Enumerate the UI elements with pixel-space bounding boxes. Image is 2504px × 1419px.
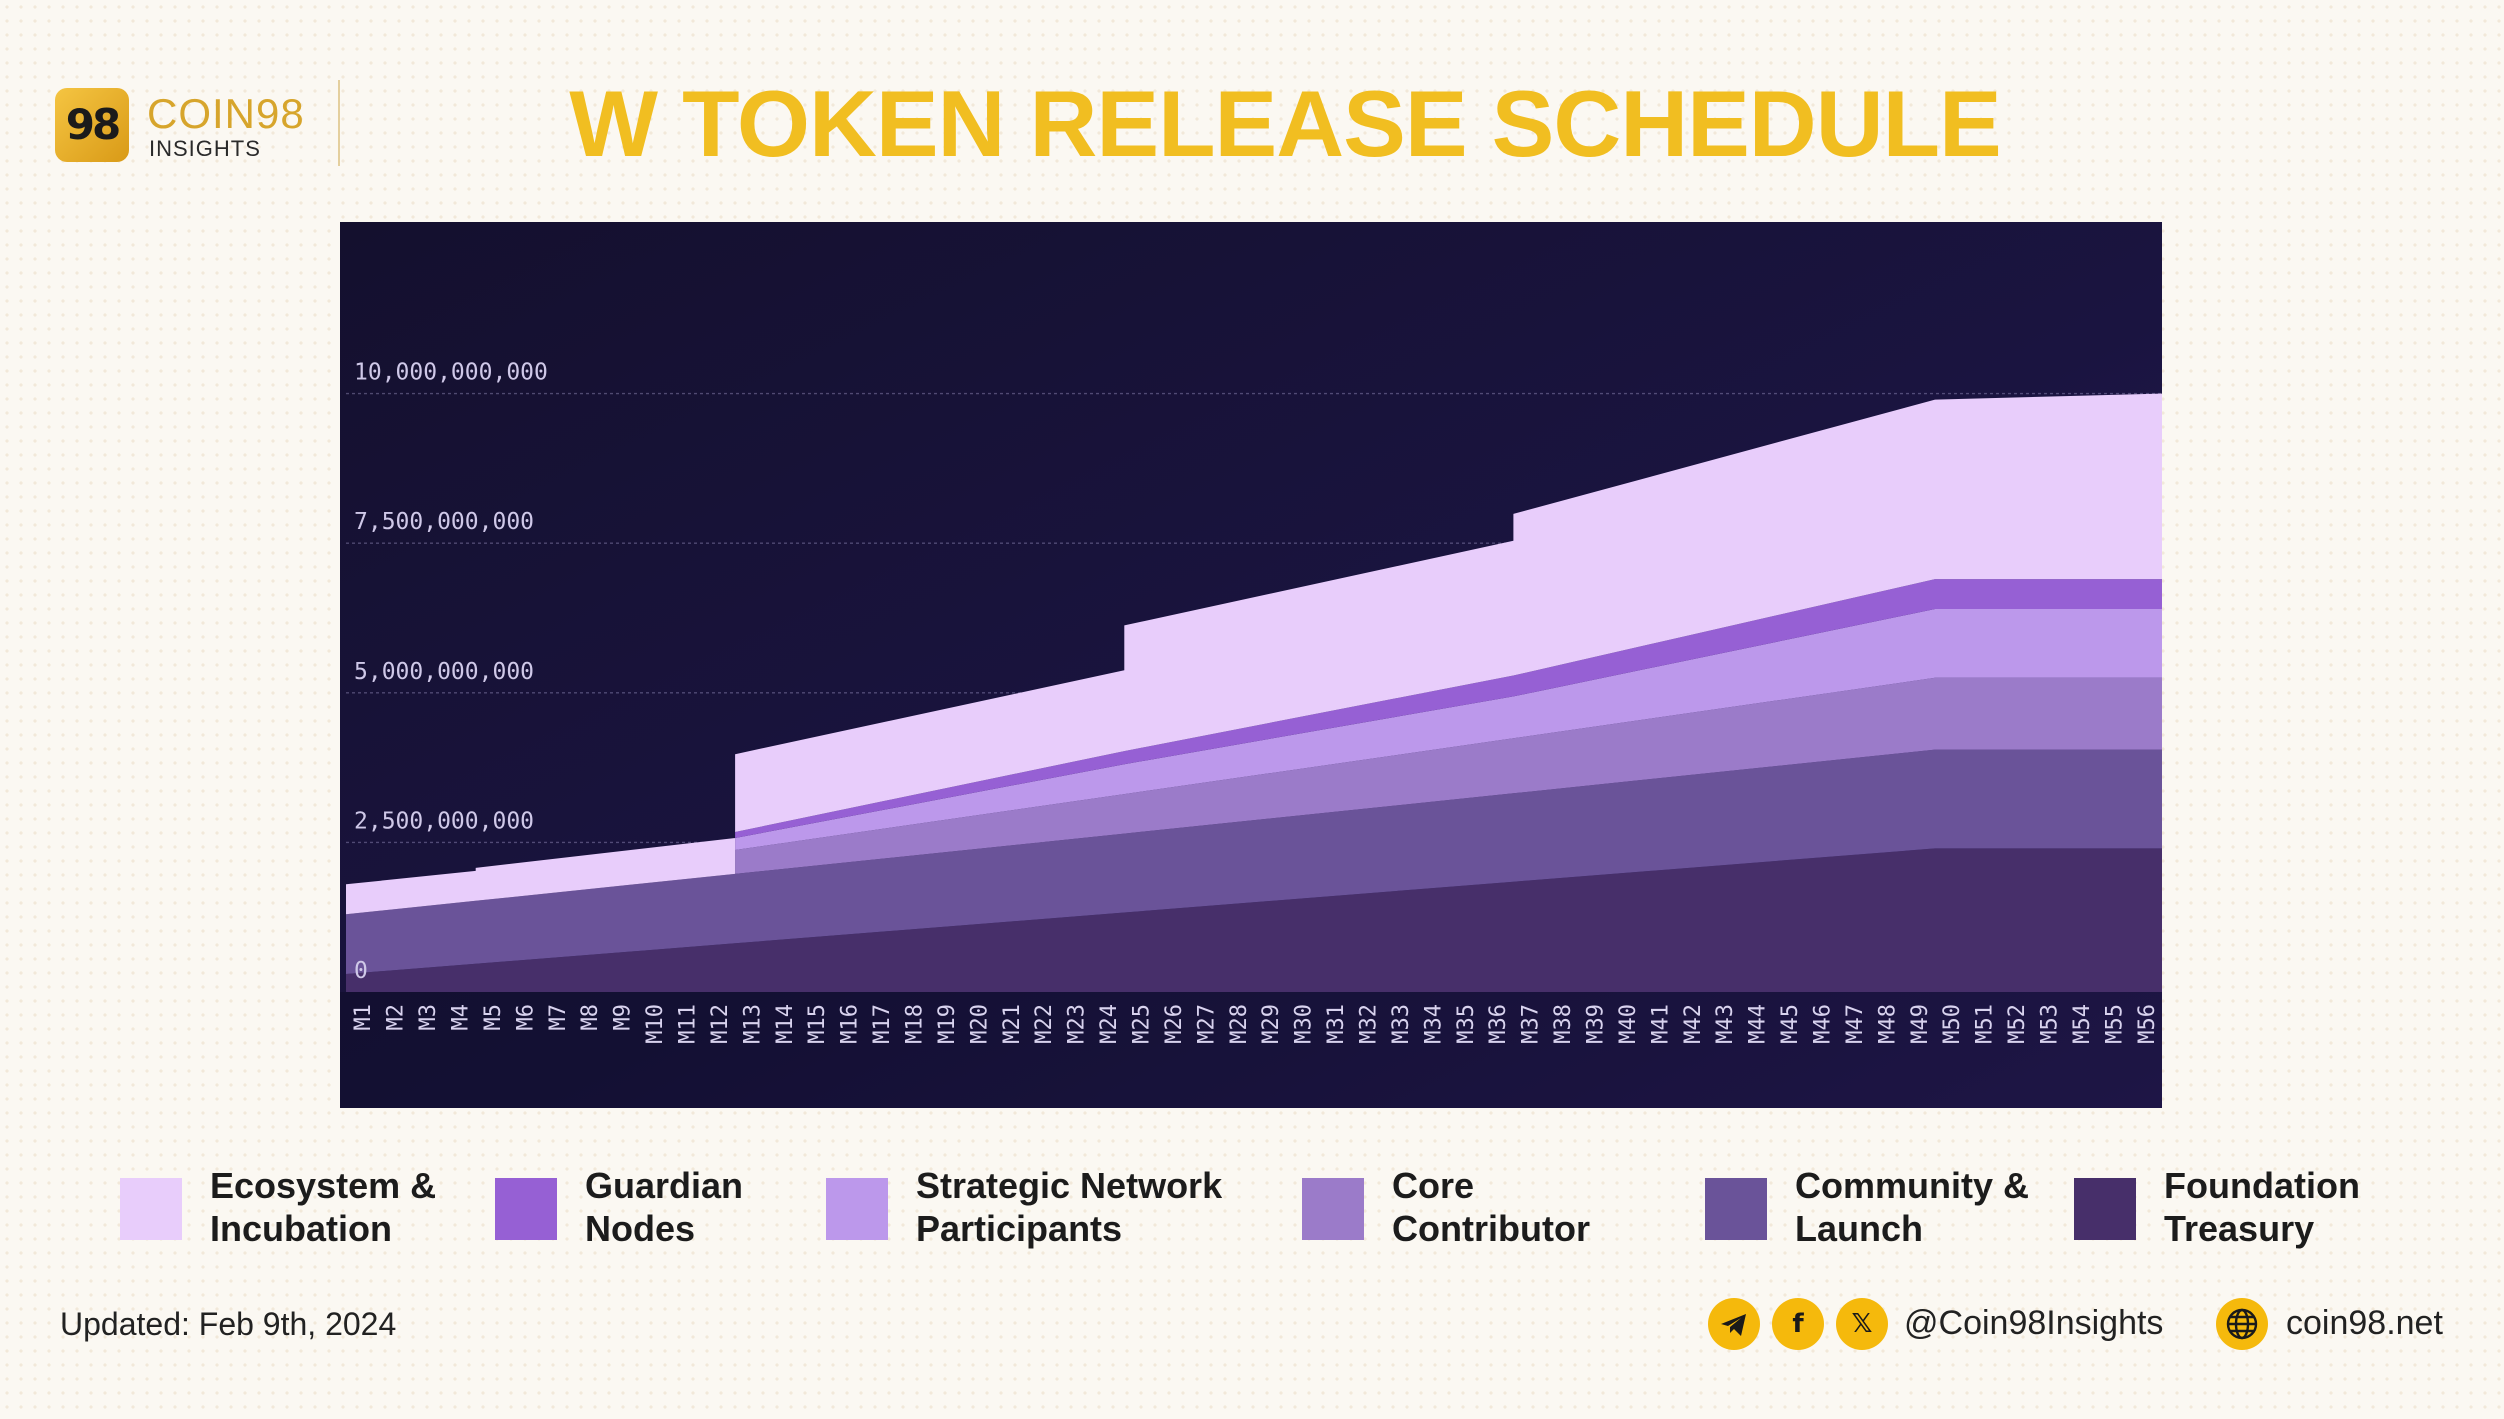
x-tick-label: M2 [384, 1004, 409, 1031]
x-tick-label: M50 [1940, 1004, 1965, 1044]
x-tick-label: M23 [1065, 1004, 1090, 1044]
area-series-foundation-treasury [346, 848, 2162, 992]
header-divider [338, 80, 340, 166]
legend-swatch [1705, 1178, 1767, 1240]
legend-swatch [1302, 1178, 1364, 1240]
x-tick-label: M20 [967, 1004, 992, 1044]
x-tick-label: M22 [1032, 1004, 1057, 1044]
x-tick-label: M40 [1616, 1004, 1641, 1044]
x-tick-label: M38 [1551, 1004, 1576, 1044]
website-link[interactable]: coin98.net [2286, 1304, 2443, 1342]
x-tick-label: M29 [1259, 1004, 1284, 1044]
x-tick-label: M10 [643, 1004, 668, 1044]
x-tick-label: M7 [546, 1004, 571, 1031]
coin98-logo-icon: 98 [55, 88, 129, 162]
x-tick-label: M49 [1908, 1004, 1933, 1044]
facebook-icon[interactable]: f [1772, 1298, 1824, 1350]
x-tick-label: M16 [838, 1004, 863, 1044]
globe-icon [2216, 1298, 2268, 1350]
legend-swatch [120, 1178, 182, 1240]
area-series-core-contributor [346, 677, 2162, 915]
x-axis-band [340, 992, 2162, 1108]
x-tick-label: M41 [1648, 1004, 1673, 1044]
x-tick-label: M55 [2102, 1004, 2127, 1044]
y-tick-label: 10,000,000,000 [354, 360, 548, 386]
x-tick-label: M21 [1000, 1004, 1025, 1044]
y-tick-label: 5,000,000,000 [354, 659, 534, 685]
x-tick-label: M56 [2135, 1004, 2160, 1044]
social-handle[interactable]: @Coin98Insights [1904, 1304, 2164, 1342]
x-tick-label: M45 [1778, 1004, 1803, 1044]
page-title: W TOKEN RELEASE SCHEDULE [569, 71, 2001, 176]
legend-label: Foundation Treasury [2164, 1165, 2360, 1249]
x-tick-label: M35 [1454, 1004, 1479, 1044]
chart-panel: 0 2,500,000,000 5,000,000,000 7,500,000,000… [340, 222, 2162, 1108]
x-tick-label: M39 [1584, 1004, 1609, 1044]
x-tick-label: M8 [578, 1004, 603, 1031]
x-tick-label: M47 [1843, 1004, 1868, 1044]
y-tick-label: 2,500,000,000 [354, 808, 534, 834]
legend-label: Strategic Network Participants [916, 1165, 1223, 1249]
x-tick-label: M26 [1162, 1004, 1187, 1044]
x-tick-label: M48 [1875, 1004, 1900, 1044]
telegram-icon[interactable] [1708, 1298, 1760, 1350]
legend-label: Community & Launch [1795, 1165, 2029, 1249]
x-tick-label: M31 [1324, 1004, 1349, 1044]
x-tick-label: M11 [676, 1004, 701, 1044]
x-tick-label: M6 [513, 1004, 538, 1031]
legend-label: Guardian Nodes [585, 1165, 744, 1249]
x-tick-label: M5 [481, 1004, 506, 1031]
x-tick-label: M46 [1811, 1004, 1836, 1044]
legend-swatch [826, 1178, 888, 1240]
legend-swatch [495, 1178, 557, 1240]
brand-logo: 98 COIN98 INSIGHTS [55, 86, 335, 170]
x-tick-label: M34 [1421, 1004, 1446, 1044]
x-tick-label: M14 [773, 1004, 798, 1044]
social-links: f 𝕏 @Coin98Insights coin98.net [1708, 1296, 2468, 1356]
area-series-ecosystem-incubation [346, 393, 2162, 915]
x-tick-label: M36 [1486, 1004, 1511, 1044]
legend-swatch [2074, 1178, 2136, 1240]
x-tick-label: M42 [1681, 1004, 1706, 1044]
brand-name: COIN98 [147, 90, 305, 137]
x-tick-label: M30 [1292, 1004, 1317, 1044]
updated-date: Updated: Feb 9th, 2024 [60, 1306, 397, 1342]
x-tick-label: M27 [1194, 1004, 1219, 1044]
y-tick-label: 0 [354, 958, 368, 984]
y-tick-label: 7,500,000,000 [354, 509, 534, 535]
x-tick-label: M12 [708, 1004, 733, 1044]
brand-subtitle: INSIGHTS [149, 136, 261, 161]
x-tick-label: M9 [611, 1004, 636, 1031]
x-tick-label: M44 [1746, 1004, 1771, 1044]
chart-legend: Ecosystem & Incubation Guardian Nodes St… [0, 1160, 2504, 1270]
release-schedule-chart: 0 2,500,000,000 5,000,000,000 7,500,000,000… [340, 222, 2162, 1108]
x-tick-label: M13 [740, 1004, 765, 1044]
legend-label: Core Contributor [1392, 1165, 1590, 1249]
x-tick-label: M25 [1130, 1004, 1155, 1044]
x-tick-label: M53 [2038, 1004, 2063, 1044]
x-tick-label: M24 [1097, 1004, 1122, 1044]
x-tick-label: M32 [1357, 1004, 1382, 1044]
x-tick-label: M28 [1227, 1004, 1252, 1044]
x-tick-label: M52 [2005, 1004, 2030, 1044]
x-tick-label: M1 [351, 1004, 376, 1031]
x-tick-label: M33 [1389, 1004, 1414, 1044]
x-tick-label: M18 [903, 1004, 928, 1044]
x-icon[interactable]: 𝕏 [1836, 1298, 1888, 1350]
x-tick-label: M37 [1519, 1004, 1544, 1044]
x-tick-label: M4 [449, 1004, 474, 1031]
area-series-strategic-network-participants [346, 609, 2162, 915]
x-tick-label: M15 [805, 1004, 830, 1044]
legend-label: Ecosystem & Incubation [210, 1165, 437, 1249]
x-tick-label: M54 [2070, 1004, 2095, 1044]
area-series-community-launch [346, 749, 2162, 974]
x-tick-label: M51 [1973, 1004, 1998, 1044]
x-tick-label: M3 [416, 1004, 441, 1031]
x-tick-label: M19 [935, 1004, 960, 1044]
x-tick-label: M43 [1713, 1004, 1738, 1044]
x-tick-label: M17 [870, 1004, 895, 1044]
